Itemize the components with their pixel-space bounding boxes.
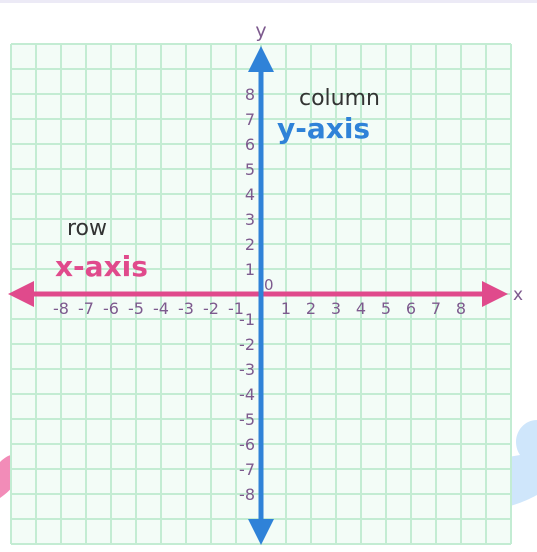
y-tick-label: 2 [245, 235, 255, 254]
x-tick-label: -2 [203, 299, 219, 318]
x-axis-name: x [513, 285, 523, 305]
y-axis-name: y [255, 20, 266, 42]
x-tick-label: 1 [281, 299, 291, 318]
y-tick-label: -6 [239, 435, 255, 454]
row-label: row [67, 216, 107, 241]
y-axis-title: y-axis [277, 112, 370, 145]
y-tick-label: 6 [245, 135, 255, 154]
x-tick-label: -3 [178, 299, 194, 318]
origin-label: 0 [264, 276, 274, 294]
y-tick-label: 3 [245, 210, 255, 229]
x-tick-label: 8 [456, 299, 466, 318]
x-tick-label: -8 [53, 299, 69, 318]
y-tick-label: -3 [239, 360, 255, 379]
x-tick-label: -7 [78, 299, 94, 318]
x-tick-label: 6 [406, 299, 416, 318]
y-tick-label: -2 [239, 335, 255, 354]
y-tick-label: 7 [245, 110, 255, 129]
y-tick-label: -8 [239, 485, 255, 504]
x-tick-label: -4 [153, 299, 169, 318]
y-tick-label: 5 [245, 160, 255, 179]
x-tick-label: -6 [103, 299, 119, 318]
y-tick-label: -7 [239, 460, 255, 479]
x-tick-label: 3 [331, 299, 341, 318]
x-tick-label: 7 [431, 299, 441, 318]
y-tick-label: -4 [239, 385, 255, 404]
y-tick-label: 4 [245, 185, 255, 204]
y-tick-label: 8 [245, 85, 255, 104]
y-tick-label: -5 [239, 410, 255, 429]
x-tick-label: 2 [306, 299, 316, 318]
column-label: column [299, 86, 380, 111]
x-tick-label: 5 [381, 299, 391, 318]
y-tick-label: -1 [239, 310, 255, 329]
x-tick-label: 4 [356, 299, 366, 318]
y-tick-label: 1 [245, 260, 255, 279]
x-axis-title: x-axis [55, 250, 148, 283]
x-tick-label: -5 [128, 299, 144, 318]
